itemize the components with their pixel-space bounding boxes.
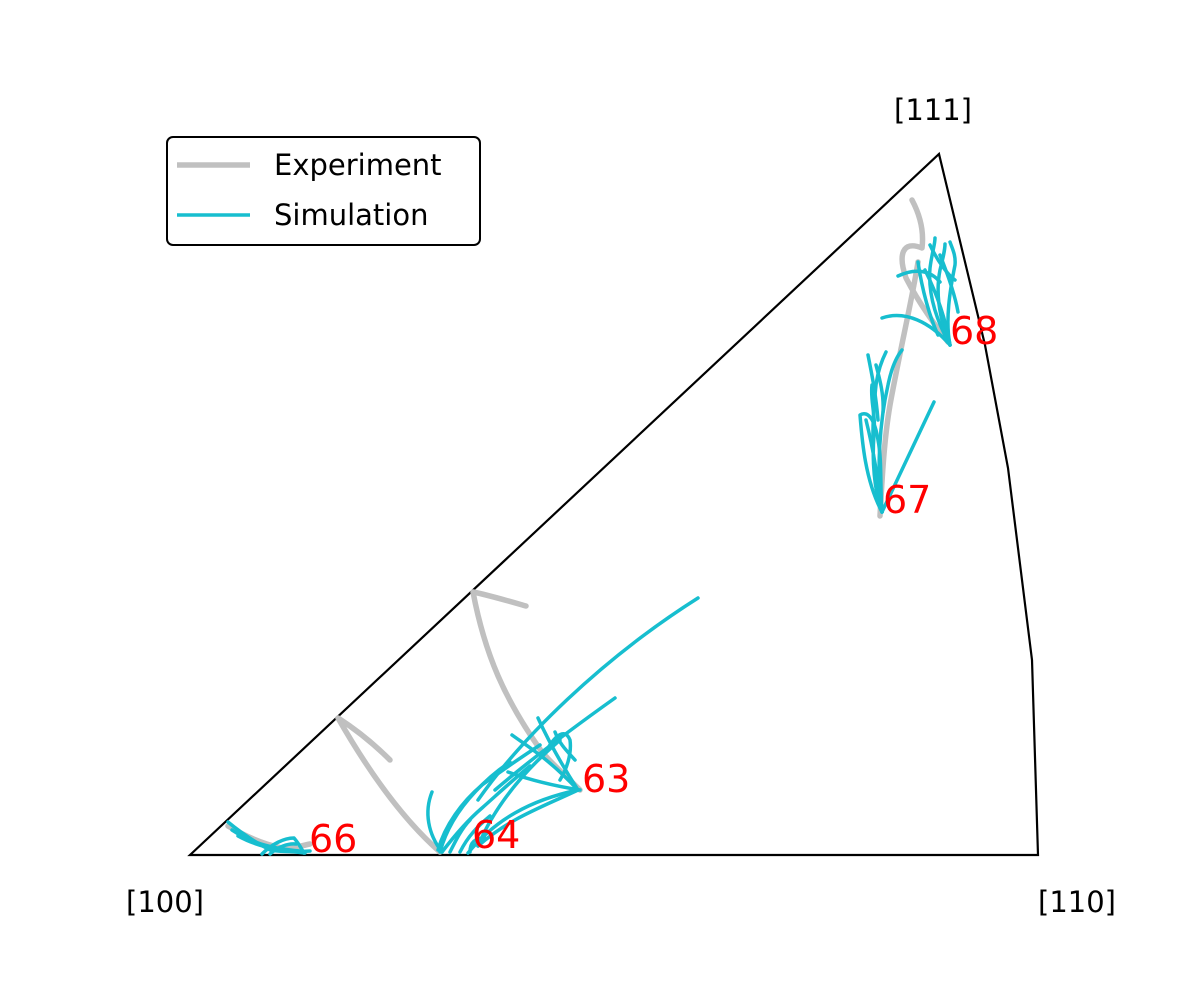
simulation-trace-grain-63-d: [506, 770, 582, 792]
grain-label-63: 63: [582, 757, 630, 801]
simulation-trace-grain-68-e: [896, 269, 942, 284]
simulation-traces: [226, 236, 960, 856]
simulation-trace-grain-63-h: [553, 730, 577, 762]
simulation-trace-grain-67-d: [869, 383, 884, 514]
simulation-trace-grain-67-c: [877, 348, 904, 514]
simulation-trace-grain-63-i: [476, 738, 562, 848]
simulation-trace-grain-63-f: [536, 716, 580, 792]
simulation-trace-grain-68-a: [880, 313, 952, 347]
corner-label-111: [111]: [894, 93, 972, 127]
simulation-trace-grain-68-h: [938, 253, 960, 314]
simulation-trace-grain-63-c: [476, 788, 580, 848]
simulation-trace-grain-63-a: [476, 596, 700, 802]
simulation-trace-grain-64-f: [458, 814, 492, 854]
simulation-trace-grain-68-d: [946, 240, 957, 347]
simulation-trace-grain-64-g: [466, 788, 580, 855]
experiment-traces: [225, 197, 951, 855]
simulation-trace-grain-68-c: [936, 242, 952, 347]
simulation-trace-grain-64-e: [448, 818, 472, 854]
grain-label-68: 68: [950, 309, 998, 353]
corner-label-100: [100]: [126, 885, 204, 919]
simulation-trace-grain-67-f: [880, 400, 936, 514]
grain-label-66: 66: [309, 817, 357, 861]
simulation-trace-grain-68-f: [923, 268, 952, 347]
grain-label-67: 67: [883, 478, 931, 522]
simulation-trace-grain-68-b: [927, 236, 952, 347]
legend-label-simulation: Simulation: [274, 198, 428, 232]
simulation-trace-grain-66-d: [260, 836, 306, 856]
legend: Experiment Simulation: [166, 136, 481, 246]
legend-label-experiment: Experiment: [274, 148, 442, 182]
simulation-trace-grain-66-e: [268, 842, 298, 856]
experiment-trace-grain-64: [335, 715, 443, 855]
simulation-trace-grain-68-g: [916, 260, 940, 337]
simulation-trace-grain-64-b: [440, 764, 532, 854]
simulation-trace-grain-68-i: [928, 243, 957, 282]
experiment-trace-grain-63: [470, 589, 583, 793]
simulation-trace-grain-67-g: [874, 363, 885, 414]
simulation-trace-grain-67-h: [864, 418, 884, 514]
stereographic-triangle: [187, 151, 1040, 857]
corner-label-110: [110]: [1038, 885, 1116, 919]
simulation-trace-grain-63-g: [546, 732, 573, 782]
grain-label-64: 64: [472, 813, 520, 857]
simulation-trace-grain-67-e: [866, 353, 880, 422]
